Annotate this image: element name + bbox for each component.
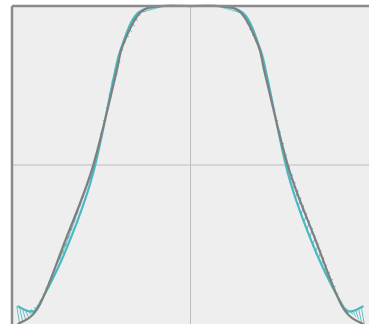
plot-frame [10,4,369,324]
error-hatch-line [59,250,64,260]
error-hatch-line [16,306,21,324]
grid-lines [12,6,369,324]
error-hatch-line [62,243,67,254]
error-hatch-line [19,307,24,322]
error-hatch-line [70,220,75,231]
error-hatch-line [65,235,69,247]
error-hatch-line [22,308,26,320]
error-hatch-line [360,306,365,324]
error-hatch-line [68,227,72,239]
error-hatch-line [357,307,362,322]
